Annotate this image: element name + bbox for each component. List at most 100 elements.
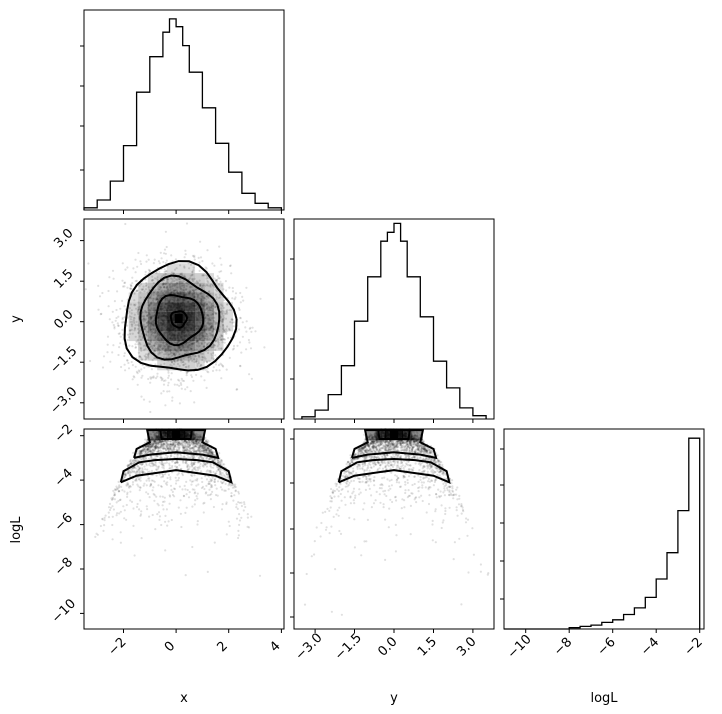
scatter-point (196, 520, 199, 523)
scatter-point (167, 520, 170, 523)
scatter-point (200, 455, 203, 458)
scatter-point (204, 304, 207, 307)
scatter-point (160, 523, 163, 527)
scatter-point (170, 372, 173, 375)
scatter-point (150, 479, 154, 482)
scatter-point (165, 508, 168, 511)
scatter-point (135, 279, 138, 282)
scatter-point (189, 290, 192, 293)
scatter-point (165, 281, 168, 284)
scatter-point (176, 360, 179, 363)
scatter-point (155, 468, 158, 471)
scatter-point (173, 284, 176, 287)
scatter-point (147, 492, 150, 495)
scatter-point (143, 482, 146, 485)
scatter-point (178, 402, 181, 405)
scatter-point (199, 443, 202, 446)
scatter-point (189, 390, 192, 393)
scatter-point (238, 513, 241, 516)
scatter-point (179, 278, 182, 281)
scatter-point (225, 473, 229, 476)
scatter-point (201, 299, 205, 302)
scatter-point (203, 345, 206, 348)
scatter-point (183, 484, 186, 487)
scatter-point (154, 357, 157, 360)
scatter-point (118, 512, 121, 515)
scatter-point (106, 351, 109, 354)
scatter-point (103, 524, 106, 527)
scatter-point (112, 489, 115, 492)
scatter-point (131, 276, 134, 279)
scatter-point (145, 254, 148, 257)
scatter-point (109, 506, 112, 509)
scatter-point (167, 381, 170, 384)
scatter-point (129, 490, 132, 493)
scatter-point (195, 360, 198, 364)
scatter-point (132, 267, 135, 270)
scatter-point (94, 535, 97, 539)
scatter-point (227, 488, 230, 491)
scatter-point (152, 375, 155, 378)
scatter-point (144, 270, 147, 273)
scatter-point (142, 344, 146, 347)
scatter-point (204, 475, 207, 478)
scatter-point (151, 376, 154, 379)
scatter-point (207, 318, 210, 322)
scatter-point (205, 470, 208, 473)
scatter-point (138, 508, 141, 511)
scatter-point (213, 264, 216, 267)
scatter-point (216, 480, 220, 483)
scatter-point (232, 344, 236, 348)
scatter-point (145, 479, 148, 482)
scatter-point (179, 287, 182, 290)
scatter-point (145, 484, 148, 487)
scatter-point (101, 517, 104, 520)
scatter-point (143, 448, 146, 451)
scatter-point (112, 344, 115, 347)
scatter-point (156, 349, 159, 352)
scatter-point (185, 371, 188, 374)
scatter-point (193, 290, 196, 293)
scatter-point (160, 485, 163, 488)
scatter-point (131, 345, 134, 348)
scatter-point (204, 368, 207, 371)
scatter-point (217, 364, 221, 367)
scatter-point (245, 330, 248, 333)
scatter-point (162, 475, 165, 478)
scatter-point (190, 350, 193, 353)
scatter-point (189, 290, 192, 293)
scatter-point (212, 334, 215, 337)
scatter-point (111, 505, 114, 508)
scatter-point (207, 314, 210, 317)
scatter-point (236, 388, 239, 391)
scatter-point (221, 481, 224, 485)
scatter-point (191, 505, 194, 508)
scatter-point (181, 273, 184, 276)
scatter-point (178, 283, 181, 286)
scatter-point (211, 283, 214, 286)
scatter-point (191, 288, 194, 292)
scatter-point (134, 280, 137, 283)
scatter-point (123, 305, 126, 308)
scatter-point (182, 460, 185, 463)
scatter-point (172, 487, 176, 490)
scatter-point (185, 222, 189, 225)
scatter-point (164, 345, 167, 348)
scatter-point (187, 449, 190, 452)
scatter-point (139, 296, 142, 299)
scatter-point (102, 355, 106, 358)
scatter-point (150, 301, 153, 304)
scatter-point (233, 486, 236, 489)
scatter-point (210, 466, 213, 469)
scatter-point (237, 534, 240, 537)
scatter-point (202, 296, 205, 299)
scatter-point (240, 351, 243, 354)
scatter-point (144, 273, 147, 276)
scatter-point (200, 486, 203, 490)
scatter-point (200, 375, 203, 378)
scatter-point (153, 344, 156, 347)
scatter-point (224, 331, 227, 334)
scatter-point (113, 327, 116, 330)
scatter-point (162, 508, 165, 511)
